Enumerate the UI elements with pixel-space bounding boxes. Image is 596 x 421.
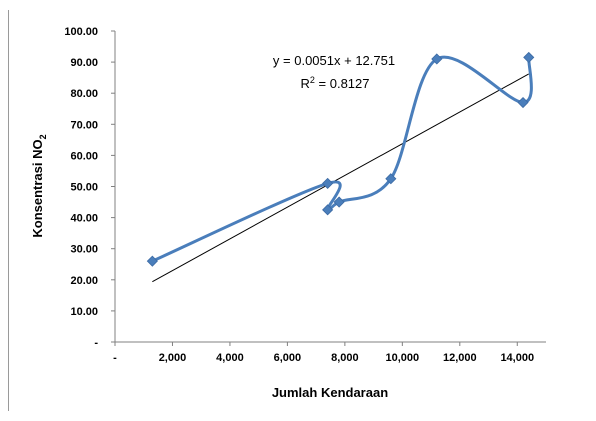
y-tick-label: - (94, 337, 98, 349)
x-tick-label: 4,000 (216, 352, 244, 364)
y-tick-label: 50.00 (70, 182, 98, 194)
data-point-marker (431, 53, 443, 65)
data-point-marker (146, 255, 158, 267)
y-tick-label: 20.00 (70, 275, 98, 287)
data-point-marker (523, 51, 535, 64)
y-tick-label: 100.00 (64, 26, 98, 38)
x-tick-label: 12,000 (443, 352, 477, 364)
linear-trendline (152, 73, 530, 283)
y-tick-label: 70.00 (70, 119, 98, 131)
trendline-equation: y = 0.0051x + 12.751 (273, 53, 395, 68)
r-squared-label: R2 = 0.8127 (301, 75, 370, 91)
x-tick-label: 2,000 (159, 352, 187, 364)
x-tick-label: 6,000 (274, 352, 302, 364)
y-tick-label: 30.00 (70, 244, 98, 256)
data-point-marker (322, 204, 334, 216)
series-smoothed-line (151, 55, 533, 263)
series-markers (146, 51, 535, 267)
data-point-marker (517, 96, 529, 109)
x-tick-label: - (113, 352, 117, 364)
x-tick-label: 10,000 (386, 352, 420, 364)
y-tick-label: 80.00 (70, 88, 98, 100)
y-axis-title-subscript: 2 (38, 134, 48, 139)
y-tick-label: 90.00 (70, 57, 98, 69)
y-tick-label: 60.00 (70, 150, 98, 162)
y-axis-title: Konsentrasi NO2 (30, 134, 48, 237)
data-point-marker (385, 173, 397, 185)
x-tick-label: 14,000 (500, 352, 534, 364)
y-axis-ticks: - 10.00 20.00 30.00 40.00 50.00 60.00 70.00 80.0… (64, 26, 115, 349)
y-tick-label: 10.00 (70, 306, 98, 318)
series-line (151, 55, 533, 263)
data-point-marker (322, 177, 334, 189)
trendline (152, 73, 530, 283)
x-axis-title: Jumlah Kendaraan (272, 385, 388, 400)
data-point-marker (333, 196, 345, 208)
x-axis-ticks: - 2,000 4,000 6,000 8,000 10,000 12,000 14,000 (113, 342, 534, 364)
y-tick-label: 40.00 (70, 213, 98, 225)
x-tick-label: 8,000 (331, 352, 359, 364)
